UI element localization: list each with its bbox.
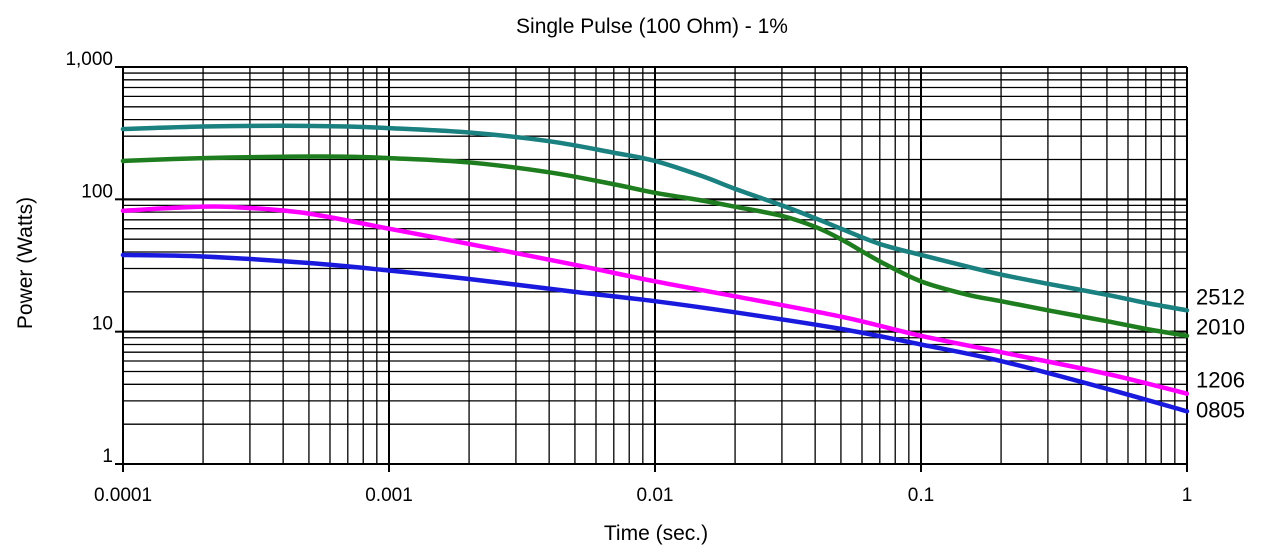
series-line-0805	[120, 252, 1190, 414]
series-line-2512	[120, 123, 1190, 313]
series-label-0805: 0805	[1196, 398, 1245, 423]
axes: 0.0001 0.001 0.01 0.1 1 1 10 100 1,000	[65, 49, 1192, 506]
x-tick-label: 0.1	[908, 485, 934, 506]
series-label-2512: 2512	[1196, 284, 1245, 309]
series-line-1206	[120, 204, 1190, 396]
x-tick-label: 0.001	[365, 485, 413, 506]
y-tick-label: 1,000	[65, 49, 113, 70]
series-labels: 2512 2010 1206 0805	[1196, 284, 1245, 422]
x-tick-label: 0.01	[637, 485, 674, 506]
chart-title: Single Pulse (100 Ohm) - 1%	[516, 15, 788, 38]
y-tick-label: 100	[81, 181, 113, 202]
y-tick-label: 1	[102, 446, 113, 467]
series-line-2010	[120, 154, 1190, 339]
x-tick-label: 1	[1182, 485, 1193, 506]
x-tick-label: 0.0001	[94, 485, 152, 506]
series-label-1206: 1206	[1196, 368, 1245, 393]
x-axis-title: Time (sec.)	[604, 522, 708, 545]
y-axis-title: Power (Watts)	[14, 197, 37, 329]
series-lines	[120, 123, 1190, 414]
series-label-2010: 2010	[1196, 314, 1245, 339]
y-tick-label: 10	[92, 314, 113, 335]
